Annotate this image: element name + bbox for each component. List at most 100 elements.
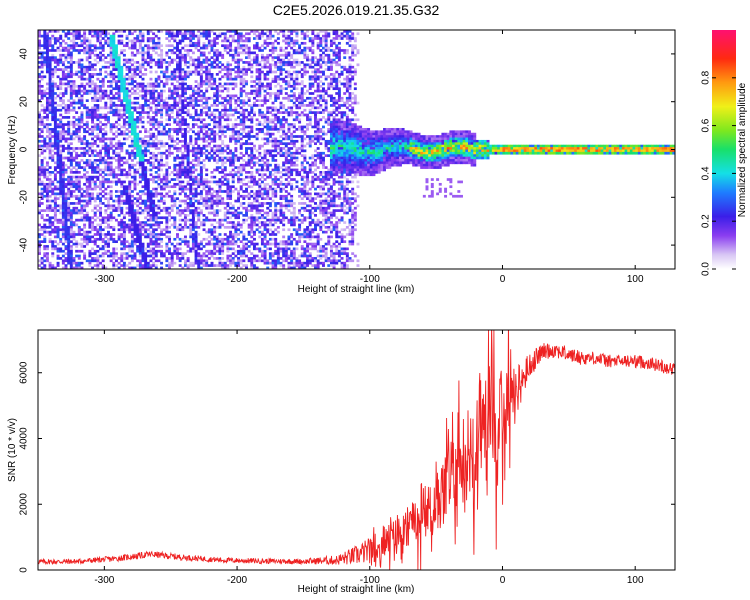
heatmap-cell bbox=[45, 204, 49, 208]
heatmap-cell bbox=[146, 199, 150, 203]
heatmap-cell bbox=[223, 264, 227, 267]
heatmap-cell bbox=[117, 147, 121, 150]
heatmap-cell bbox=[202, 96, 206, 100]
heatmap-cell bbox=[114, 84, 118, 88]
heatmap-cell bbox=[75, 49, 79, 52]
heatmap-cell bbox=[258, 63, 262, 67]
heatmap-cell bbox=[75, 218, 79, 222]
heatmap-cell bbox=[250, 65, 254, 69]
heatmap-cell bbox=[136, 247, 140, 251]
heatmap-cell bbox=[80, 245, 84, 248]
heatmap-cell bbox=[128, 171, 132, 174]
heatmap-cell bbox=[40, 127, 44, 131]
heatmap-cell bbox=[237, 206, 241, 210]
heatmap-cell bbox=[117, 214, 121, 217]
heatmap-cell bbox=[263, 77, 267, 81]
heatmap-cell bbox=[120, 156, 124, 160]
heatmap-cell bbox=[178, 94, 182, 98]
heatmap-cell bbox=[43, 46, 47, 50]
heatmap-cell bbox=[173, 252, 177, 255]
heatmap-cell bbox=[138, 63, 142, 67]
heatmap-cell bbox=[152, 257, 156, 260]
heatmap-cell bbox=[96, 159, 100, 162]
heatmap-cell bbox=[88, 46, 92, 50]
heatmap-cell bbox=[104, 118, 108, 122]
heatmap-cell bbox=[245, 209, 248, 212]
heatmap-cell bbox=[130, 51, 134, 55]
heatmap-cell bbox=[125, 65, 129, 69]
heatmap-cell bbox=[83, 233, 87, 236]
heatmap-cell bbox=[85, 190, 89, 193]
heatmap-cell bbox=[75, 242, 79, 246]
heatmap-cell bbox=[130, 139, 134, 143]
heatmap-cell bbox=[191, 168, 195, 172]
heatmap-cell bbox=[252, 111, 256, 114]
heatmap-cell bbox=[226, 51, 230, 55]
heatmap-cell bbox=[51, 58, 55, 62]
heatmap-cell bbox=[40, 92, 44, 95]
heatmap-cell bbox=[130, 142, 134, 146]
heatmap-cell bbox=[162, 252, 166, 255]
heatmap-cell bbox=[197, 233, 201, 236]
heatmap-cell bbox=[85, 230, 89, 234]
heatmap-cell bbox=[183, 96, 187, 100]
heatmap-cell bbox=[223, 49, 227, 52]
heatmap-cell bbox=[130, 247, 134, 251]
heatmap-cell bbox=[247, 202, 251, 205]
heatmap-cell bbox=[96, 87, 100, 91]
heatmap-cell bbox=[183, 147, 187, 150]
heatmap-cell bbox=[186, 154, 190, 157]
heatmap-cell bbox=[258, 230, 262, 234]
heatmap-cell bbox=[226, 249, 230, 253]
heatmap-cell bbox=[114, 63, 118, 67]
heatmap-cell bbox=[199, 53, 203, 57]
heatmap-cell bbox=[69, 80, 73, 83]
heatmap-cell bbox=[93, 53, 97, 57]
heatmap-cell bbox=[114, 135, 118, 138]
heatmap-cell bbox=[178, 237, 182, 241]
heatmap-cell bbox=[149, 132, 153, 136]
heatmap-cell bbox=[43, 44, 47, 48]
heatmap-cell bbox=[40, 266, 44, 269]
heatmap-cell bbox=[43, 173, 47, 177]
heatmap-cell bbox=[255, 44, 259, 48]
heatmap-cell bbox=[85, 39, 89, 43]
heatmap-cell bbox=[237, 249, 241, 253]
heatmap-cell bbox=[146, 92, 150, 95]
heatmap-cell bbox=[245, 245, 248, 248]
heatmap-cell bbox=[130, 44, 134, 48]
heatmap-cell bbox=[125, 73, 129, 76]
heatmap-cell bbox=[64, 147, 68, 150]
heatmap-cell bbox=[176, 70, 179, 74]
heatmap-cell bbox=[77, 228, 81, 232]
heatmap-cell bbox=[157, 44, 161, 48]
heatmap-cell bbox=[141, 163, 145, 167]
heatmap-cell bbox=[183, 77, 187, 81]
heatmap-cell bbox=[189, 166, 193, 169]
heatmap-cell bbox=[59, 185, 63, 189]
heatmap-cell bbox=[83, 106, 87, 110]
heatmap-cell bbox=[138, 240, 142, 244]
heatmap-cell bbox=[154, 51, 158, 55]
heatmap-cell bbox=[199, 80, 203, 83]
heatmap-cell bbox=[194, 89, 198, 93]
heatmap-cell bbox=[165, 51, 169, 55]
heatmap-cell bbox=[234, 209, 238, 212]
heatmap-cell bbox=[122, 77, 126, 81]
heatmap-cell bbox=[122, 125, 126, 129]
heatmap-cell bbox=[67, 120, 71, 124]
heatmap-cell bbox=[218, 118, 222, 122]
heatmap-cell bbox=[189, 190, 193, 193]
heatmap-cell bbox=[242, 111, 246, 114]
heatmap-cell bbox=[125, 101, 129, 105]
heatmap-cell bbox=[144, 173, 148, 177]
heatmap-cell bbox=[154, 223, 158, 227]
heatmap-cell bbox=[109, 104, 113, 107]
heatmap-cell bbox=[263, 101, 267, 105]
heatmap-cell bbox=[199, 120, 203, 124]
heatmap-cell bbox=[130, 211, 134, 215]
heatmap-cell bbox=[138, 221, 142, 224]
heatmap-cell bbox=[252, 197, 256, 200]
heatmap-cell bbox=[194, 209, 198, 212]
heatmap-cell bbox=[88, 230, 92, 234]
